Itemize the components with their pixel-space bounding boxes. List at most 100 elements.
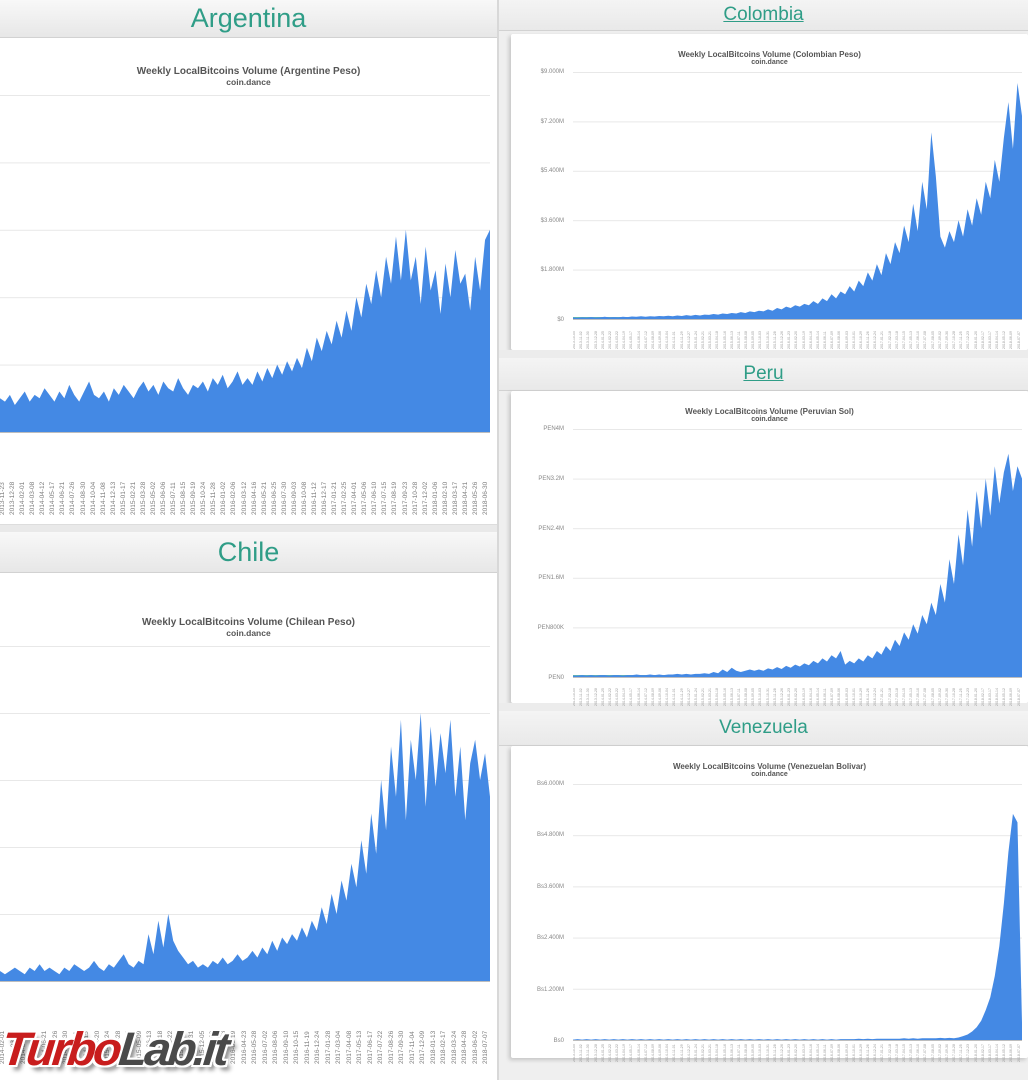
left-column: Argentina Weekly LocalBitcoins Volume (Ar… [0,0,497,1080]
x-tick-label: 2014-03-22 [615,1044,620,1062]
x-tick-label: 2015-05-02 [149,481,157,515]
x-tick-label: 2016-01-02 [220,481,228,515]
x-tick-label: 2016-02-06 [230,481,238,515]
x-tick-label: 2017-03-18 [894,331,899,349]
x-tick-label: 2017-10-28 [411,481,419,515]
x-tick-label: 2018-06-30 [482,481,489,515]
x-tick-label: 2017-09-02 [937,1044,942,1062]
chart-area-row: Bs6.000M Bs4.800M Bs3.600M Bs2.400M Bs1.200M… [511,781,1022,1044]
x-tick-label: 2016-04-16 [808,688,813,706]
x-tick-label: 2018-03-17 [987,1044,992,1062]
x-tick-label: 2017-02-18 [887,1044,892,1062]
x-tick-label: 2014-05-17 [629,1044,634,1062]
x-tick-label: 2017-05-13 [909,1044,914,1062]
x-tick-label: 2018-02-17 [440,1030,447,1064]
x-tick-label: 2017-12-23 [966,331,971,349]
chart-area-row [0,87,497,433]
x-tick-label: 2016-12-24 [873,1044,878,1062]
x-tick-label: 2016-01-23 [787,688,792,706]
x-tick-label: 2014-12-27 [686,1044,691,1062]
x-tick-label: 2017-03-18 [894,1044,899,1062]
x-tick-label: 2015-01-24 [693,331,698,349]
x-tick-label: 2017-08-19 [391,481,399,515]
x-tick-label: 2018-05-12 [1002,1044,1007,1062]
section-chile: Chile Weekly LocalBitcoins Volume (Chilea… [0,524,497,1076]
x-tick-label: 2016-10-01 [851,688,856,706]
watermark-lab-text: Lab.it [116,1022,230,1075]
x-tick-label: 2014-08-09 [650,331,655,349]
x-tick-label: 2017-11-25 [959,1044,964,1062]
chart-title: Weekly LocalBitcoins Volume (Venezuelan … [672,762,867,771]
chart-card-venezuela: Weekly LocalBitcoins Volume (Venezuelan … [511,746,1028,1062]
x-tick-label: 2014-04-12 [39,481,47,515]
x-tick-label: 2014-08-30 [79,481,87,515]
x-tick-label: 2013-11-23 [0,482,6,515]
x-tick-label: 2014-09-06 [658,688,663,706]
watermark-turbo-text: Turbo [0,1022,123,1075]
x-tick-label: 2014-01-25 [600,688,605,706]
x-tick-label: 2016-04-16 [250,481,258,515]
x-axis-labels: 2013-11-23 2013-12-28 2014-02-01 2014-03-08… [0,433,490,515]
country-title-peru[interactable]: Peru [743,363,784,384]
x-tick-label: 2016-09-03 [290,481,298,515]
x-tick-label: 2014-05-17 [629,688,634,706]
x-tick-label: 2015-12-26 [779,688,784,706]
x-tick-label: 2015-03-21 [708,1044,713,1062]
country-title-colombia[interactable]: Colombia [723,4,804,25]
x-tick-label: 2016-10-01 [851,1044,856,1062]
x-tick-label: 2015-11-28 [210,482,218,515]
x-tick-label: 2014-03-22 [615,688,620,706]
x-tick-label: 2017-07-08 [923,1044,928,1062]
y-axis-labels: PEN4M PEN3.2M PEN2.4M PEN1.6M PEN800K PEN0 [511,426,573,681]
area-series-argentina [0,229,490,432]
x-tick-label: 2018-03-17 [987,331,992,349]
x-tick-label: 2017-10-28 [952,331,957,349]
x-tick-label: 2017-07-08 [923,331,928,349]
x-tick-label: 2013-12-28 [593,1044,598,1062]
y-tick-label: $3.600M [540,217,564,224]
x-tick-label: 2016-05-28 [251,1030,258,1064]
x-tick-label: 2017-09-30 [944,688,949,706]
x-tick-label: 2015-10-03 [758,331,763,349]
x-tick-label: 2015-07-11 [170,482,178,515]
y-tick-label: Bs4.800M [536,832,564,839]
x-tick-label: 2015-02-21 [129,481,137,515]
x-tick-label: 2017-06-10 [916,1044,921,1062]
x-tick-label: 2015-08-08 [744,331,749,349]
x-tick-label: 2017-11-25 [959,688,964,706]
x-tick-label: 2014-03-08 [29,481,37,515]
x-tick-label: 2017-12-23 [966,1044,971,1062]
chart-area-row: $9.000M $7.200M $5.400M $3.600M $1.800M $0 [511,69,1022,323]
chart-title: Weekly LocalBitcoins Volume (Peruvian So… [685,407,854,416]
x-tick-label: 2014-01-25 [600,1044,605,1062]
x-tick-label: 2014-02-22 [607,688,612,706]
area-series-peru [573,453,1022,677]
x-tick-label: 2015-07-11 [736,1044,741,1062]
x-tick-label: 2016-10-29 [858,688,863,706]
x-tick-label: 2018-07-07 [1016,331,1021,349]
x-tick-label: 2015-06-13 [729,1044,734,1062]
x-tick-label: 2014-12-27 [686,688,691,706]
x-tick-label: 2015-02-21 [701,1044,706,1062]
x-tick-label: 2016-08-06 [272,1030,279,1064]
x-tick-label: 2015-12-26 [779,331,784,349]
x-tick-label: 2014-04-19 [622,1044,627,1062]
x-tick-label: 2014-01-25 [600,331,605,349]
x-tick-label: 2015-06-13 [729,688,734,706]
x-tick-label: 2015-12-26 [779,1044,784,1062]
chart-card-argentina: Weekly LocalBitcoins Volume (Argentine P… [0,38,497,524]
x-tick-label: 2017-02-18 [887,688,892,706]
x-tick-label: 2016-05-21 [260,481,268,515]
plot-venezuela [573,784,1022,1041]
x-tick-label: 2017-02-25 [341,481,349,515]
x-tick-label: 2014-06-14 [636,331,641,349]
chart-area-row: PEN4M PEN3.2M PEN2.4M PEN1.6M PEN800K PEN0 [511,426,1022,681]
x-tick-label: 2015-05-16 [722,331,727,349]
x-tick-label: 2016-02-20 [794,688,799,706]
x-tick-label: 2017-01-21 [880,688,885,706]
x-tick-label: 2014-11-01 [672,688,677,706]
x-tick-label: 2014-08-09 [650,1044,655,1062]
x-tick-label: 2013-12-28 [9,481,17,515]
x-tick-label: 2017-08-05 [930,331,935,349]
